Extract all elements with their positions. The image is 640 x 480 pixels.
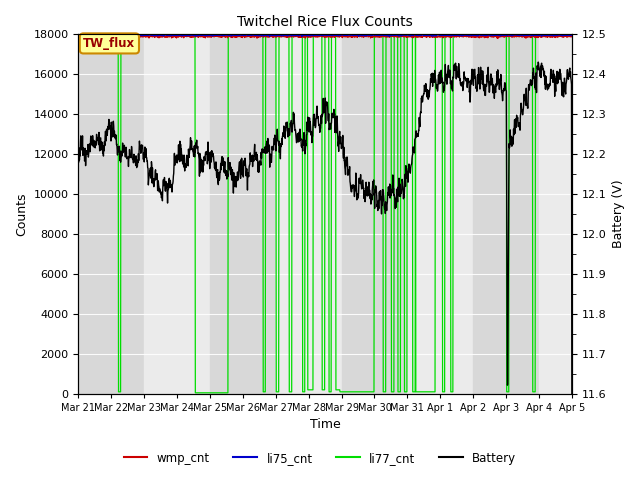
Bar	[276, 35, 342, 394]
Bar	[342, 35, 408, 394]
Legend: wmp_cnt, li75_cnt, li77_cnt, Battery: wmp_cnt, li75_cnt, li77_cnt, Battery	[119, 447, 521, 469]
Title: Twitchel Rice Flux Counts: Twitchel Rice Flux Counts	[237, 15, 413, 29]
Bar	[473, 35, 539, 394]
Text: TW_flux: TW_flux	[83, 37, 136, 50]
Bar	[79, 35, 144, 394]
Bar	[408, 35, 473, 394]
Y-axis label: Counts: Counts	[15, 192, 28, 236]
Bar	[210, 35, 276, 394]
X-axis label: Time: Time	[310, 419, 340, 432]
Bar	[144, 35, 210, 394]
Bar	[539, 35, 572, 394]
Y-axis label: Battery (V): Battery (V)	[612, 180, 625, 248]
